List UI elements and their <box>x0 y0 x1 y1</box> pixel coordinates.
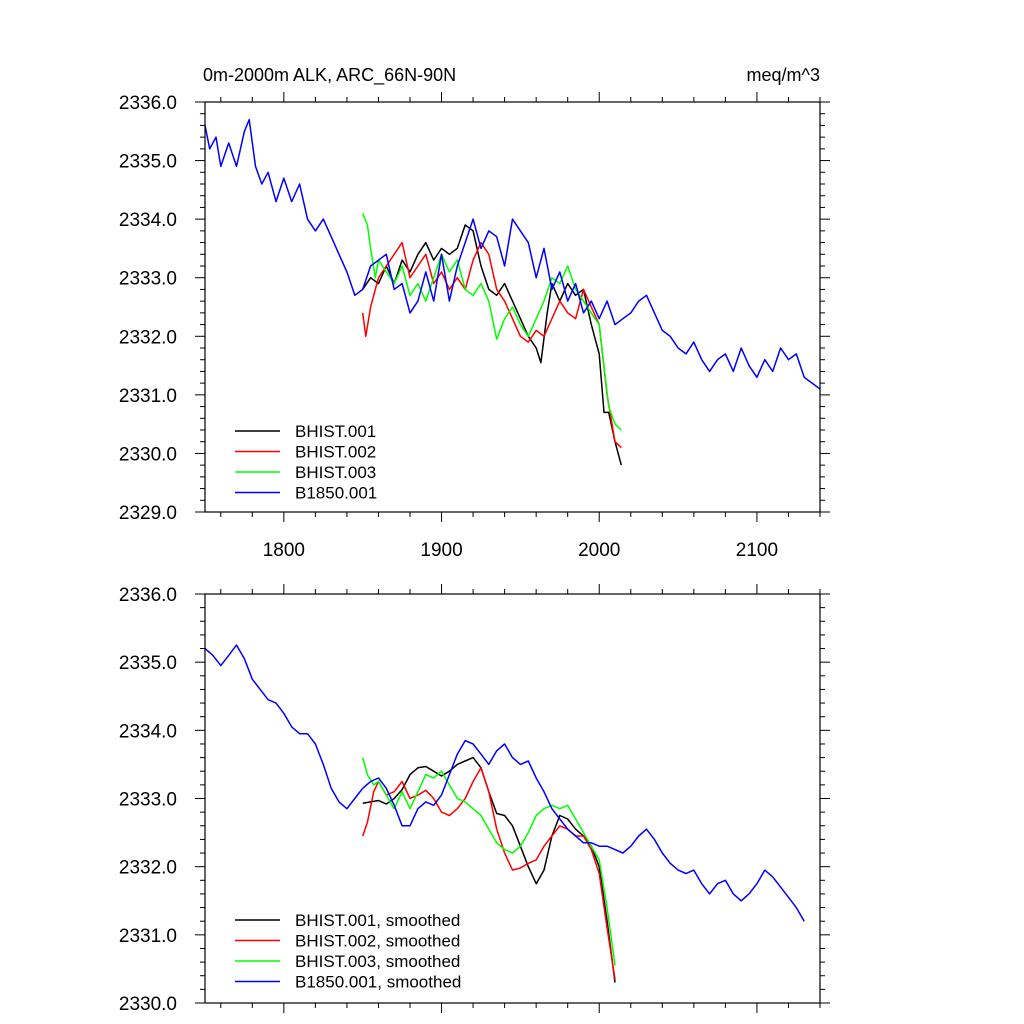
bottom-panel-series-line-3 <box>361 757 616 966</box>
bottom-panel-ytick-label-2336.0: 2336.0 <box>119 585 177 606</box>
bottom-panel-legend-label-4: B1850.001, smoothed <box>295 973 461 992</box>
top-panel: 0m-2000m ALK, ARC_66N-90N meq/m^3 1800 19… <box>119 65 830 561</box>
bottom-panel-ytick-label-2334.0: 2334.0 <box>119 721 177 742</box>
top-panel-ytick-label-2329.0: 2329.0 <box>119 503 177 524</box>
bottom-panel-ytick-label-2330.0: 2330.0 <box>119 994 177 1015</box>
top-panel-series-line-1 <box>362 224 623 466</box>
top-panel-xtick-label-1900: 1900 <box>420 540 462 561</box>
bottom-panel-ytick-label-2332.0: 2332.0 <box>119 858 177 879</box>
bottom-panel-ytick-label-2331.0: 2331.0 <box>119 926 177 947</box>
top-panel-ytick-label-2334.0: 2334.0 <box>119 210 177 231</box>
top-panel-xtick-label-2000: 2000 <box>578 540 620 561</box>
top-panel-ytick-label-2336.0: 2336.0 <box>119 93 177 114</box>
top-panel-legend-label-4: B1850.001 <box>295 484 377 503</box>
bottom-panel-legend-label-2: BHIST.002, smoothed <box>295 932 460 951</box>
top-panel-series-line-4 <box>205 118 820 390</box>
top-panel-units: meq/m^3 <box>747 65 820 85</box>
top-panel-ytick-label-2333.0: 2333.0 <box>119 269 177 290</box>
top-panel-xtick-label-1800: 1800 <box>263 540 305 561</box>
top-panel-ytick-label-2335.0: 2335.0 <box>119 152 177 173</box>
top-panel-legend-label-1: BHIST.001 <box>295 422 376 441</box>
bottom-panel-series-line-4 <box>205 644 805 922</box>
bottom-panel-series <box>205 644 805 983</box>
top-panel-ytick-label-2332.0: 2332.0 <box>119 327 177 348</box>
top-panel-series-line-2 <box>361 241 622 449</box>
bottom-panel-legend: BHIST.001, smoothed BHIST.002, smoothedBH… <box>235 911 461 992</box>
top-panel-series <box>205 118 820 466</box>
top-panel-series-line-3 <box>362 213 622 431</box>
bottom-panel: 2330.0 2331.0 2332.0 2333.0 2334.0 2335.0 2336… <box>119 584 830 1015</box>
top-panel-plot-frame <box>204 101 821 513</box>
top-panel-ytick-label-2331.0: 2331.0 <box>119 386 177 407</box>
bottom-panel-legend-label-3: BHIST.003, smoothed <box>295 952 460 971</box>
top-panel-legend-label-2: BHIST.002 <box>295 443 376 462</box>
top-panel-xtick-label-2100: 2100 <box>736 540 778 561</box>
bottom-panel-ytick-label-2333.0: 2333.0 <box>119 790 177 811</box>
bottom-panel-legend-label-1: BHIST.001, smoothed <box>295 911 460 930</box>
top-panel-title: 0m-2000m ALK, ARC_66N-90N <box>203 65 456 86</box>
top-panel-legend-label-3: BHIST.003 <box>295 463 376 482</box>
top-panel-ytick-label-2330.0: 2330.0 <box>119 444 177 465</box>
bottom-panel-ytick-label-2335.0: 2335.0 <box>119 653 177 674</box>
